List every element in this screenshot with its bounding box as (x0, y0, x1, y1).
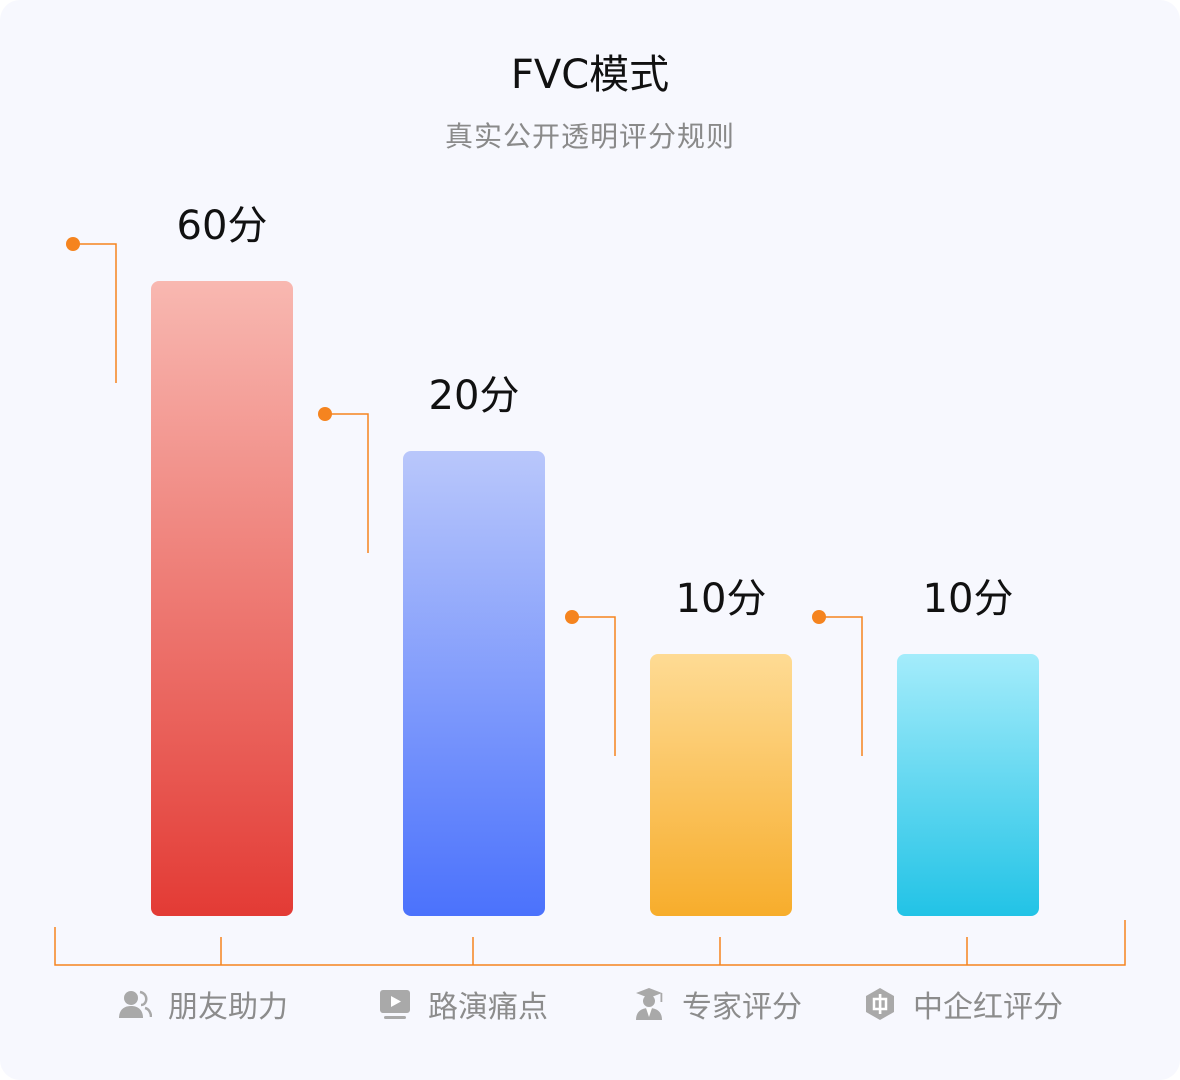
connector-line-1 (325, 413, 369, 553)
bar-1 (403, 451, 545, 916)
connector-dot-2 (565, 610, 579, 624)
category-text: 朋友助力 (168, 990, 288, 1025)
category-label-3: 中企红评分 (863, 982, 1063, 1026)
bar-0 (151, 281, 293, 916)
connector-dot-3 (812, 610, 826, 624)
category-text: 中企红评分 (913, 990, 1063, 1025)
graduate-icon (632, 987, 666, 1021)
category-text: 专家评分 (682, 990, 802, 1025)
connector-line-0 (73, 243, 117, 383)
value-label-3: 10分 (923, 576, 1014, 622)
chart-title: FVC模式 (510, 52, 670, 98)
x-axis-line (54, 920, 1126, 966)
user-group-icon (118, 987, 152, 1021)
value-label-2: 10分 (676, 576, 767, 622)
connector-dot-0 (66, 237, 80, 251)
connector-line-2 (572, 616, 616, 756)
value-label-1: 20分 (429, 373, 520, 419)
bar-2 (650, 654, 792, 916)
category-label-0: 朋友助力 (118, 982, 288, 1026)
category-text: 路演痛点 (428, 990, 548, 1025)
hexagon-logo-icon (863, 987, 897, 1021)
connector-dot-1 (318, 407, 332, 421)
connector-line-3 (819, 616, 863, 756)
value-label-0: 60分 (177, 203, 268, 249)
bar-3 (897, 654, 1039, 916)
play-video-icon (378, 987, 412, 1021)
category-label-1: 路演痛点 (378, 982, 548, 1026)
category-label-2: 专家评分 (632, 982, 802, 1026)
chart-subtitle: 真实公开透明评分规则 (444, 120, 735, 153)
